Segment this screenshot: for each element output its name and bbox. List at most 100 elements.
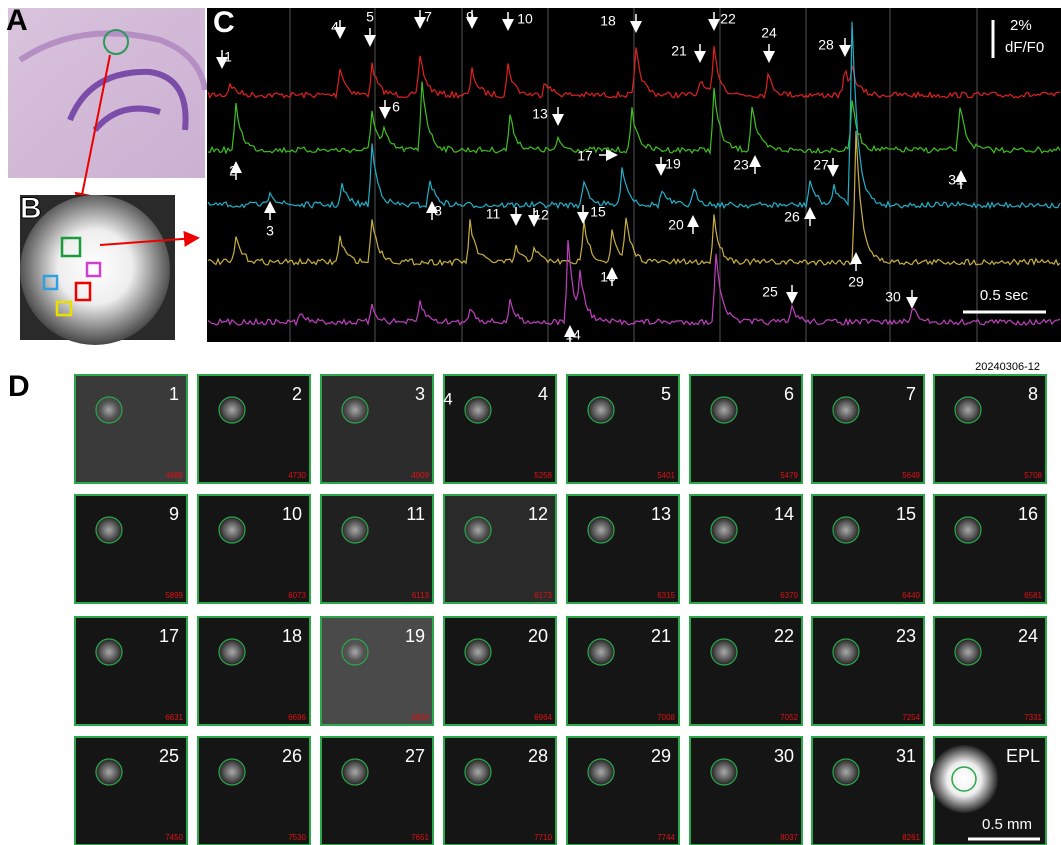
event-label: 1 <box>224 49 232 65</box>
cell <box>341 516 369 544</box>
tile-label: 19 <box>405 626 425 646</box>
frame-number: 7254 <box>902 713 920 722</box>
frame-number: 7744 <box>657 833 675 842</box>
cell <box>587 758 615 786</box>
figure: A B 123456789101112131415161718192021222… <box>0 0 1061 845</box>
cell <box>341 638 369 666</box>
frame-number: 6173 <box>534 591 552 600</box>
frame-number: 7530 <box>288 833 306 842</box>
event-label: 26 <box>784 209 800 225</box>
event-label: 25 <box>762 284 778 300</box>
tile-label: 25 <box>159 746 179 766</box>
event-label: 7 <box>424 9 432 25</box>
tile-label: 16 <box>1018 504 1038 524</box>
tile-label: 7 <box>906 384 916 404</box>
event-label: 30 <box>885 289 901 305</box>
tile-label: 10 <box>282 504 302 524</box>
cell <box>95 638 123 666</box>
cell <box>710 396 738 424</box>
cell <box>587 516 615 544</box>
tile-label: 31 <box>896 746 916 766</box>
cell <box>832 396 860 424</box>
event-label: 13 <box>532 106 548 122</box>
scale-y-label: 2% <box>1010 17 1032 34</box>
tile-label: 30 <box>774 746 794 766</box>
event-label: 27 <box>813 157 829 173</box>
cell <box>218 638 246 666</box>
cell <box>464 396 492 424</box>
tile-label: 9 <box>169 504 179 524</box>
frame-number: 7651 <box>411 833 429 842</box>
frame-number: 5401 <box>657 471 675 480</box>
frame-number: 7331 <box>1024 713 1042 722</box>
tile-label: 29 <box>651 746 671 766</box>
scale-x-label: 0.5 sec <box>980 287 1029 304</box>
cell <box>95 758 123 786</box>
cell <box>710 516 738 544</box>
frame-number: 7450 <box>165 833 183 842</box>
tile-label: 23 <box>896 626 916 646</box>
event-label: 16 <box>600 269 616 285</box>
event-label: 11 <box>486 206 501 222</box>
frame-number: 5899 <box>165 591 183 600</box>
event-label: 20 <box>668 217 684 233</box>
tile-label: EPL <box>1006 746 1040 766</box>
frame-number: 5258 <box>534 471 552 480</box>
event-label: 28 <box>818 37 834 53</box>
event-label: 22 <box>720 11 736 27</box>
event-label: 29 <box>848 274 864 290</box>
cell <box>95 396 123 424</box>
frame-number: 5708 <box>1024 471 1042 480</box>
cell <box>218 516 246 544</box>
event-label: 5 <box>366 9 374 25</box>
event-label: 10 <box>517 11 533 27</box>
event-label: 6 <box>392 99 400 115</box>
event-label: 24 <box>761 25 777 41</box>
frame-number: 6631 <box>165 713 183 722</box>
frame-number: 8261 <box>902 833 920 842</box>
frame-number: 6370 <box>780 591 798 600</box>
panel-label: D <box>8 370 30 403</box>
tile-label: 1 <box>169 384 179 404</box>
event-label: 3 <box>266 223 274 239</box>
tile-label: 20 <box>528 626 548 646</box>
frame-number: 5649 <box>902 471 920 480</box>
frame-number: 7710 <box>534 833 552 842</box>
scale-y-unit: dF/F0 <box>1005 39 1044 56</box>
cell <box>218 396 246 424</box>
panel-label: B <box>20 192 42 225</box>
tile-label: 8 <box>1028 384 1038 404</box>
frame-number: 4730 <box>288 471 306 480</box>
tile-label: 14 <box>774 504 794 524</box>
tile-label: 18 <box>282 626 302 646</box>
cell <box>587 396 615 424</box>
frame-number: 6073 <box>288 591 306 600</box>
frame-number: 5479 <box>780 471 798 480</box>
event-label: 12 <box>533 207 549 223</box>
tile-label: 17 <box>159 626 179 646</box>
tile-label: 22 <box>774 626 794 646</box>
cell <box>954 516 982 544</box>
tile-label: 4 <box>538 384 548 404</box>
cell <box>832 758 860 786</box>
cell <box>464 638 492 666</box>
tile-label: 11 <box>406 504 425 524</box>
frame-number: 8037 <box>780 833 798 842</box>
cell <box>954 396 982 424</box>
tile-label: 13 <box>651 504 671 524</box>
event-label: 17 <box>577 148 593 164</box>
frame-number: 7052 <box>780 713 798 722</box>
frame-number: 7008 <box>657 713 675 722</box>
tile-label: 21 <box>651 626 671 646</box>
tile-label: 3 <box>415 384 425 404</box>
event-label: 21 <box>671 43 687 59</box>
cell <box>710 758 738 786</box>
stray-label: 4 <box>443 389 452 408</box>
cell <box>954 638 982 666</box>
panel-label: C <box>213 6 235 39</box>
glow <box>20 195 170 345</box>
cell <box>710 638 738 666</box>
frame-number: 4688 <box>165 471 183 480</box>
scale-label: 0.5 mm <box>982 816 1032 833</box>
cell <box>341 396 369 424</box>
